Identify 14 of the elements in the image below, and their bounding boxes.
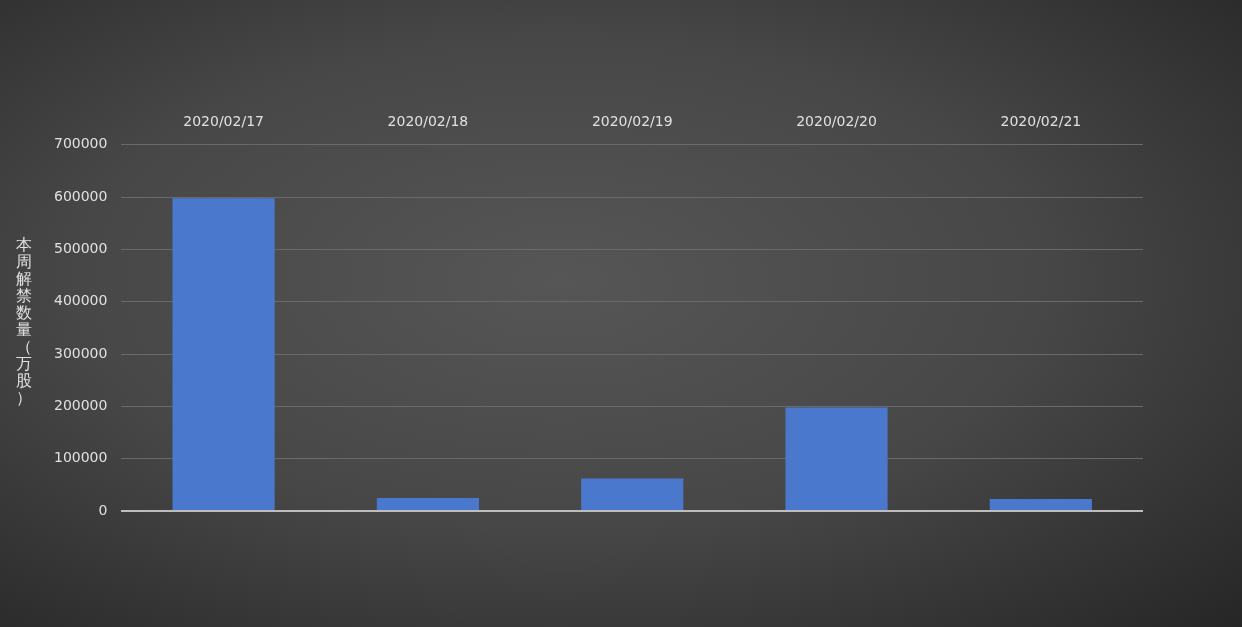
y-tick-label: 0 [98, 501, 108, 518]
x-tick-label: 2020/02/19 [591, 113, 673, 130]
x-tick-label: 2020/02/20 [796, 113, 877, 130]
x-tick-label: 2020/02/21 [1000, 113, 1082, 130]
y-tick-label: 500000 [53, 240, 108, 257]
x-tick-label: 2020/02/18 [387, 113, 469, 130]
text: 本周解禁数量（万股） [16, 235, 32, 407]
y-tick-label: 300000 [53, 344, 108, 361]
y-tick-label: 100000 [53, 449, 108, 466]
x-tick-label: 2020/02/17 [183, 113, 264, 130]
y-tick-label: 700000 [53, 135, 108, 152]
y-tick-label: 400000 [53, 292, 108, 309]
y-tick-label: 600000 [53, 187, 108, 204]
y-tick-label: 200000 [53, 397, 108, 414]
